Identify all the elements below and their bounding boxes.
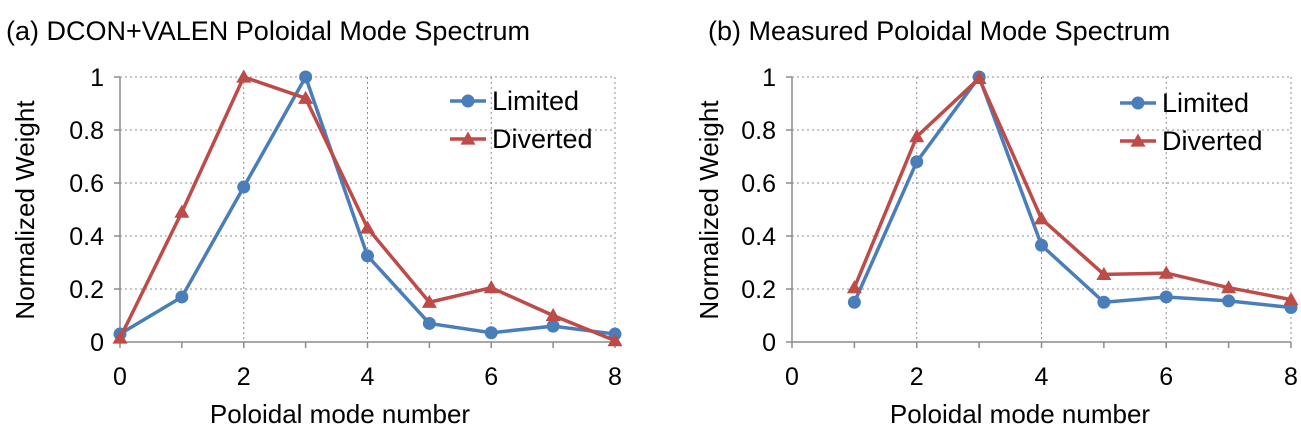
chart-a-title: (a) DCON+VALEN Poloidal Mode Spectrum — [6, 16, 530, 46]
chart-b-series-limited-point — [910, 155, 924, 169]
chart-a-series-limited-point — [175, 290, 189, 304]
chart-a-legend-limited-marker — [461, 94, 475, 108]
chart-b-ytick-label: 0.2 — [741, 276, 776, 304]
chart-b-xtick-label: 0 — [785, 363, 799, 391]
chart-b-xtick-label: 2 — [910, 363, 924, 391]
chart-b-svg: (b) Measured Poloidal Mode Spectrum 0 0.2 0… — [694, 16, 1299, 429]
chart-a-xtick-label: 0 — [113, 363, 127, 391]
chart-b-series-diverted-point — [1034, 211, 1049, 225]
chart-a-series-limited-point — [484, 326, 498, 340]
chart-b-xtick-label: 4 — [1035, 363, 1049, 391]
chart-b-series-limited-point — [1222, 294, 1236, 308]
chart-a-series-limited-point — [361, 249, 374, 263]
chart-a-xtick-label: 8 — [608, 363, 622, 391]
chart-b-legend-diverted-marker — [1130, 133, 1146, 147]
chart-a-series-diverted-point — [112, 330, 128, 344]
chart-b-ylabel: Normalized Weight — [694, 100, 724, 320]
chart-a-series-diverted-point — [607, 333, 623, 347]
chart-a-xtick-label: 2 — [237, 363, 251, 391]
chart-b-xtick-label: 8 — [1284, 363, 1298, 391]
chart-a-series-diverted-point — [421, 294, 437, 308]
chart-b-series-diverted-point — [909, 129, 925, 143]
chart-b-title: (b) Measured Poloidal Mode Spectrum — [708, 16, 1170, 46]
chart-a-series-diverted-point — [545, 308, 561, 322]
chart-a-ylabel: Normalized Weight — [10, 100, 40, 320]
chart-a-xtick-label: 4 — [361, 363, 375, 391]
chart-b-series-diverted-point — [971, 70, 987, 84]
chart-a-legend-diverted-marker — [460, 131, 476, 145]
chart-a-series-diverted-point — [236, 69, 252, 83]
chart-a-series-diverted-point — [298, 90, 314, 104]
chart-a-ytick-label: 0.6 — [69, 170, 104, 198]
chart-a-legend-diverted-label: Diverted — [492, 124, 593, 154]
chart-a-series-diverted-point — [360, 220, 375, 234]
chart-b-series-diverted-line — [852, 76, 1292, 302]
chart-a-ytick-label: 0.2 — [69, 276, 104, 304]
chart-b-legend-limited-label: Limited — [1162, 88, 1249, 118]
chart-a-svg: (a) DCON+VALEN Poloidal Mode Spectrum 0 0.… — [6, 16, 623, 429]
chart-a-series-diverted-point — [483, 280, 499, 294]
chart-b-series-diverted-point — [1283, 292, 1299, 306]
chart-a-ytick-label: 0.4 — [69, 223, 104, 251]
chart-panel-a: (a) DCON+VALEN Poloidal Mode Spectrum 0 0.… — [0, 0, 650, 444]
chart-b-series-limited-point — [1035, 238, 1048, 252]
chart-b-series-diverted-point — [1221, 280, 1237, 294]
chart-a-series-limited-point — [422, 316, 436, 330]
chart-b-series-limited-line — [852, 75, 1292, 310]
chart-b-ytick-label: 0 — [762, 329, 776, 357]
chart-b-xtick-label: 6 — [1159, 363, 1173, 391]
chart-b-series-diverted-point — [846, 280, 862, 294]
chart-b-ytick-label: 1 — [762, 64, 776, 92]
chart-b-series-limited-point — [847, 295, 861, 309]
chart-b-ytick-label: 0.8 — [741, 117, 776, 145]
chart-a-ytick-label: 1 — [90, 64, 104, 92]
chart-b-ytick-label: 0.4 — [741, 223, 776, 251]
chart-a-xtick-label: 6 — [484, 363, 498, 391]
chart-a-ytick-label: 0.8 — [69, 117, 104, 145]
chart-a-series-diverted-point — [174, 204, 190, 218]
chart-a-xlabel: Poloidal mode number — [210, 399, 470, 429]
chart-a-ytick-label: 0 — [90, 329, 104, 357]
chart-b-legend-diverted-label: Diverted — [1162, 126, 1263, 156]
chart-b-legend-limited-marker — [1131, 96, 1145, 110]
chart-a-series-limited-point — [237, 180, 251, 194]
chart-b-series-limited-point — [1097, 295, 1111, 309]
chart-a-series-limited-point — [546, 319, 560, 333]
chart-b-series-diverted-point — [1096, 266, 1112, 281]
chart-a-series-limited-point — [299, 70, 313, 84]
chart-panel-b: (b) Measured Poloidal Mode Spectrum 0 0.2 0… — [650, 0, 1301, 444]
chart-b-xlabel: Poloidal mode number — [890, 399, 1150, 429]
chart-a-legend-limited-label: Limited — [492, 86, 579, 116]
chart-b-ytick-label: 0.6 — [741, 170, 776, 198]
chart-b-series-diverted-point — [1158, 265, 1174, 279]
chart-b-series-limited-point — [1159, 290, 1173, 304]
